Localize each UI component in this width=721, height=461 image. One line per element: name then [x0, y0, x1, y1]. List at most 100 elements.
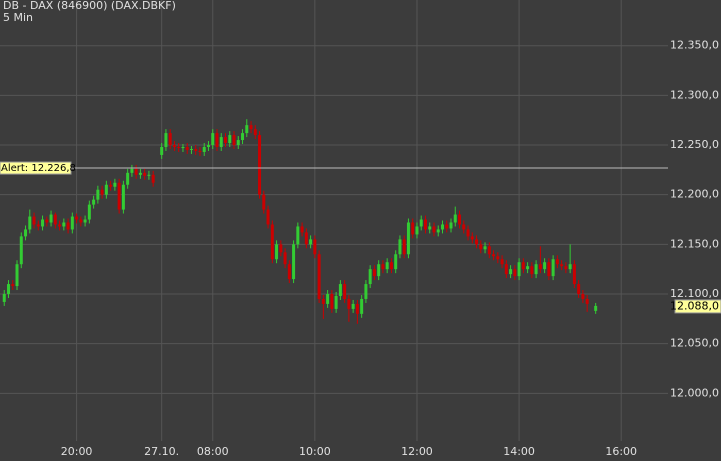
candle-body: [45, 219, 49, 223]
candle-body: [458, 214, 462, 225]
y-tick-label: 12.100,0: [670, 287, 719, 300]
candle-body: [513, 269, 517, 277]
alert-box: [0, 161, 72, 175]
candle-body: [75, 216, 79, 220]
candle-body: [138, 172, 142, 175]
candle-body: [377, 264, 381, 277]
candle-body: [415, 226, 419, 235]
candle-body: [577, 284, 581, 294]
candle-body: [211, 133, 215, 146]
x-tick-label: 12:00: [401, 445, 433, 458]
candle-body: [509, 269, 513, 275]
candle-body: [317, 254, 321, 299]
candle-body: [326, 294, 330, 304]
candle-body: [594, 305, 598, 311]
y-tick-label: 12.050,0: [670, 337, 719, 350]
candle-body: [283, 252, 287, 265]
candle-body: [585, 298, 589, 304]
candle-body: [275, 244, 279, 260]
candle-body: [62, 222, 66, 227]
candle-body: [564, 266, 568, 270]
candle-body: [568, 264, 572, 270]
candle-body: [100, 189, 104, 195]
candle-body: [262, 194, 266, 210]
candle-body: [360, 298, 364, 314]
candle-body: [236, 140, 240, 146]
candle-body: [177, 147, 181, 148]
candle-body: [296, 226, 300, 245]
candle-body: [453, 214, 457, 223]
candle-body: [83, 219, 87, 223]
y-tick-label: 12.200,0: [670, 188, 719, 201]
candle-body: [470, 236, 474, 240]
candle-body: [164, 133, 168, 147]
candle-body: [79, 219, 83, 223]
y-tick-label: 12.000,0: [670, 386, 719, 399]
candle-body: [245, 125, 249, 134]
candle-body: [232, 135, 236, 146]
candle-body: [351, 303, 355, 309]
candle-body: [11, 284, 15, 287]
candle-body: [543, 262, 547, 270]
candle-body: [287, 264, 291, 280]
candle-body: [270, 224, 274, 260]
candle-body: [321, 298, 325, 304]
candle-body: [121, 184, 125, 210]
candle-body: [492, 254, 496, 257]
y-tick-label: 12.150,0: [670, 237, 719, 250]
y-tick-label: 12.250,0: [670, 138, 719, 151]
candle-body: [168, 133, 172, 146]
candle-body: [41, 219, 45, 227]
grid: [0, 0, 668, 441]
candle-body: [300, 226, 304, 233]
candle-body: [372, 269, 376, 277]
candle-body: [500, 259, 504, 265]
candle-body: [109, 184, 113, 187]
candle-body: [338, 284, 342, 296]
candle-body: [185, 147, 189, 150]
candle-body: [279, 244, 283, 253]
candle-body: [462, 224, 466, 230]
candle-body: [355, 303, 359, 314]
candle-body: [206, 145, 210, 147]
candle-body: [19, 236, 23, 265]
candle-body: [475, 239, 479, 245]
candle-body: [364, 284, 368, 299]
candle-body: [7, 284, 11, 294]
candle-body: [147, 174, 151, 176]
candle-body: [389, 262, 393, 270]
candle-body: [381, 264, 385, 270]
candle-body: [28, 216, 32, 230]
candle-body: [189, 148, 193, 150]
candle-body: [445, 224, 449, 229]
x-tick-label: 14:00: [503, 445, 535, 458]
candle-body: [487, 246, 491, 255]
candle-body: [292, 244, 296, 280]
candle-body: [215, 133, 219, 147]
candle-body: [432, 226, 436, 233]
candle-body: [134, 168, 138, 175]
candle-body: [560, 264, 564, 267]
alert-label: Alert: 12.226,8: [1, 163, 76, 174]
candle-body: [398, 239, 402, 255]
candle-body: [53, 214, 57, 225]
candle-body: [143, 172, 147, 176]
y-tick-label: 12.300,0: [670, 88, 719, 101]
chart-subtitle: 5 Min: [3, 11, 33, 24]
candle-body: [368, 269, 372, 285]
candles: [2, 119, 598, 324]
candle-body: [406, 222, 410, 255]
candle-body: [249, 125, 253, 130]
candle-body: [572, 264, 576, 285]
candle-body: [15, 264, 19, 287]
candle-body: [228, 135, 232, 144]
candle-body: [181, 147, 185, 148]
candle-body: [66, 222, 70, 230]
candle-body: [526, 266, 530, 270]
candle-body: [521, 262, 525, 270]
candle-body: [538, 264, 542, 270]
candle-body: [117, 182, 121, 210]
candle-body: [36, 224, 40, 227]
candle-body: [411, 222, 415, 235]
